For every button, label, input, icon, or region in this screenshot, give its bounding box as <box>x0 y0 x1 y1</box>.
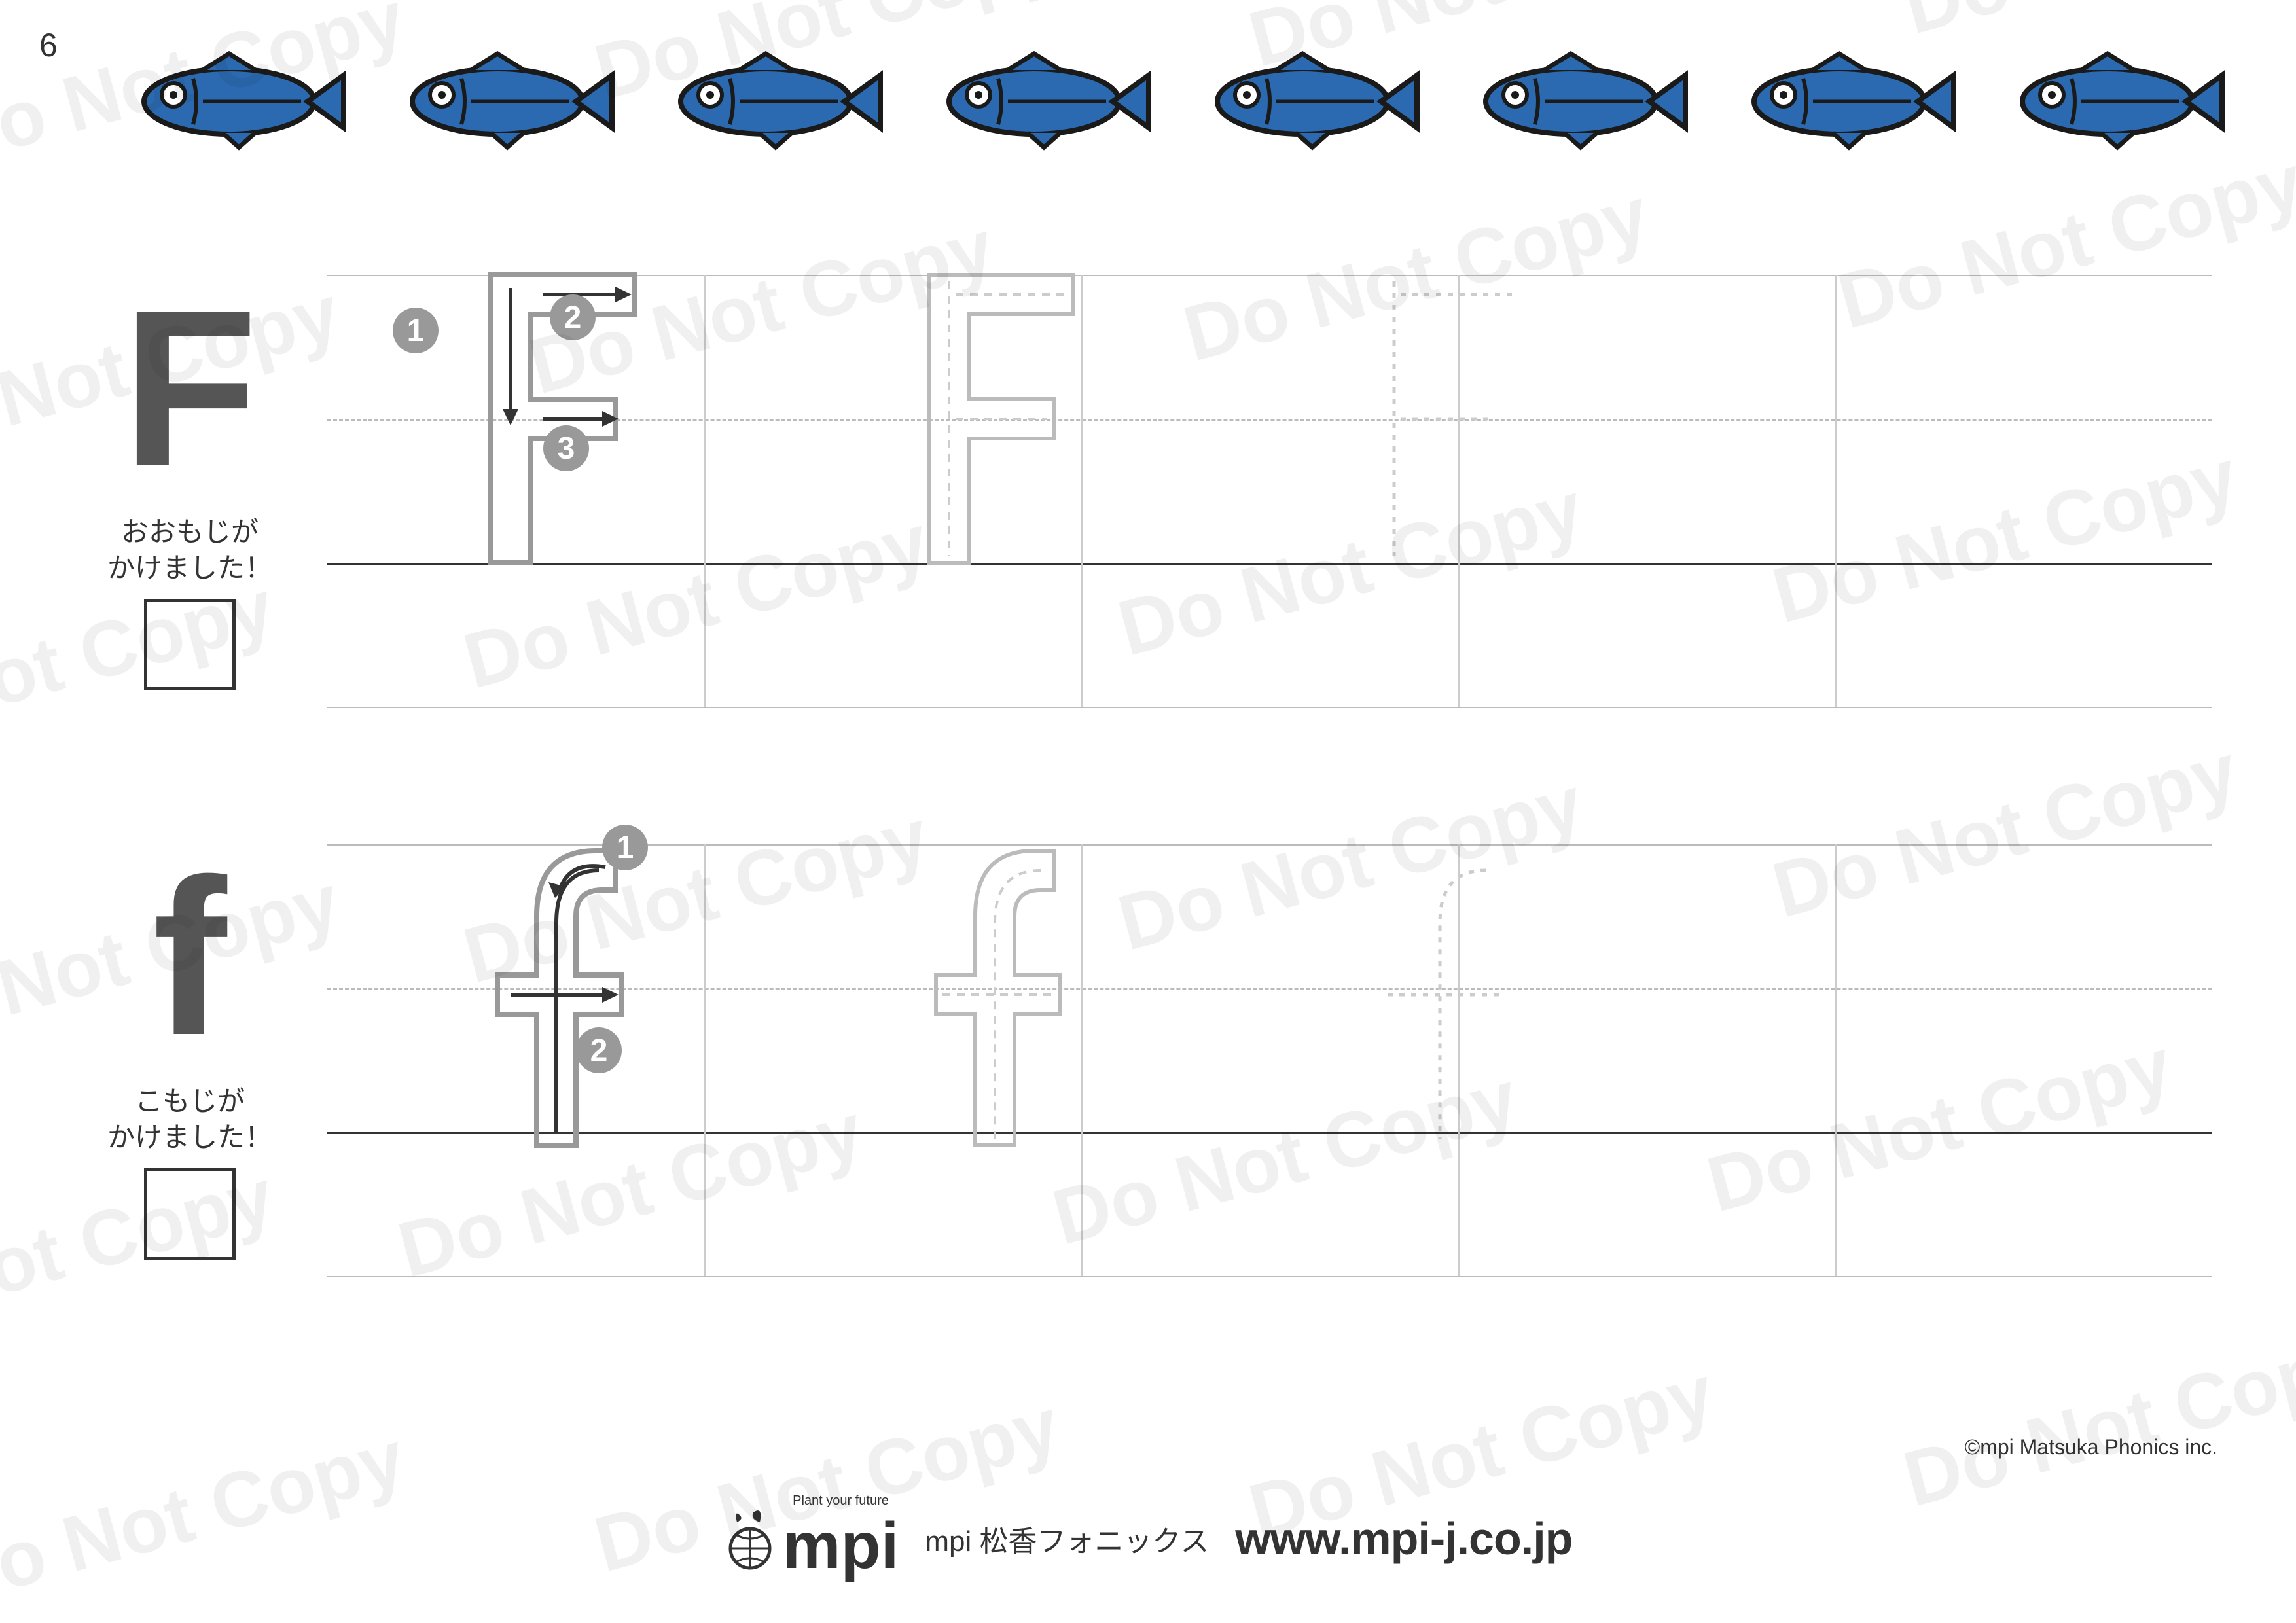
guide-line <box>327 275 2212 276</box>
lowercase-section: f こもじが かけました！ 1 2 <box>85 844 2219 1322</box>
mpi-logo: Plant your future mpi <box>724 1493 899 1584</box>
fish-icon <box>1198 46 1420 157</box>
lowercase-display: f こもじが かけました！ <box>85 857 295 1260</box>
fish-icon <box>1466 46 1689 157</box>
cell-divider <box>1458 844 1460 1276</box>
lowercase-writing-area[interactable]: 1 2 <box>327 844 2212 1322</box>
stroke-number: 1 <box>602 825 648 870</box>
guide-baseline <box>327 563 2212 565</box>
lowercase-letter: f <box>85 857 295 1058</box>
logo-tagline: Plant your future <box>783 1493 899 1508</box>
fish-row <box>124 46 2225 157</box>
guide-line <box>327 419 2212 421</box>
stroke-number: 3 <box>543 425 589 471</box>
fish-icon <box>2003 46 2225 157</box>
guide-line <box>327 707 2212 708</box>
footer-subtitle: mpi 松香フォニックス <box>925 1518 1209 1560</box>
guide-line <box>327 988 2212 990</box>
uppercase-checkbox[interactable] <box>144 599 236 690</box>
caption-line: こもじが <box>135 1086 245 1116</box>
cell-divider <box>1835 275 1837 707</box>
stroke-number: 2 <box>576 1027 622 1073</box>
lowercase-caption: こもじが かけました！ <box>85 1084 295 1155</box>
footer-url: www.mpi-j.co.jp <box>1235 1512 1572 1565</box>
uppercase-display: F おおもじが かけました！ <box>85 288 295 690</box>
cell-divider <box>704 844 706 1276</box>
copyright: ©mpi Matsuka Phonics inc. <box>1965 1435 2217 1459</box>
fish-icon <box>661 46 884 157</box>
cell-divider <box>1081 275 1083 707</box>
globe-leaf-icon <box>724 1506 776 1571</box>
uppercase-section: F おおもじが かけました！ 1 2 3 <box>85 275 2219 753</box>
trace-f-lower-dashed <box>870 825 1100 1165</box>
cell-divider <box>1458 275 1460 707</box>
caption-line: かけました！ <box>107 1122 272 1152</box>
guide-line <box>327 1276 2212 1277</box>
cell-divider <box>1835 844 1837 1276</box>
caption-line: おおもじが <box>121 516 259 547</box>
cell-divider <box>704 275 706 707</box>
page-number: 6 <box>39 26 58 64</box>
fish-icon <box>393 46 615 157</box>
watermark: Do Not Copy <box>1895 0 2296 52</box>
logo-text: mpi <box>783 1508 899 1584</box>
watermark-layer: Do Not Copy Do Not Copy Do Not Copy Do N… <box>0 0 2296 1623</box>
caption-line: かけました！ <box>107 552 272 583</box>
lowercase-checkbox[interactable] <box>144 1168 236 1260</box>
fish-icon <box>1734 46 1957 157</box>
uppercase-caption: おおもじが かけました！ <box>85 514 295 586</box>
fish-icon <box>124 46 347 157</box>
guide-baseline <box>327 1132 2212 1134</box>
uppercase-writing-area[interactable]: 1 2 3 <box>327 275 2212 753</box>
trace-f-lower-solid <box>432 825 661 1165</box>
footer: Plant your future mpi mpi 松香フォニックス www.m… <box>0 1493 2296 1584</box>
trace-f-lower-dotted <box>1316 825 1545 1165</box>
cell-divider <box>1081 844 1083 1276</box>
stroke-number: 2 <box>550 294 596 340</box>
fish-icon <box>929 46 1152 157</box>
stroke-number: 1 <box>393 308 439 353</box>
uppercase-letter: F <box>85 288 295 488</box>
